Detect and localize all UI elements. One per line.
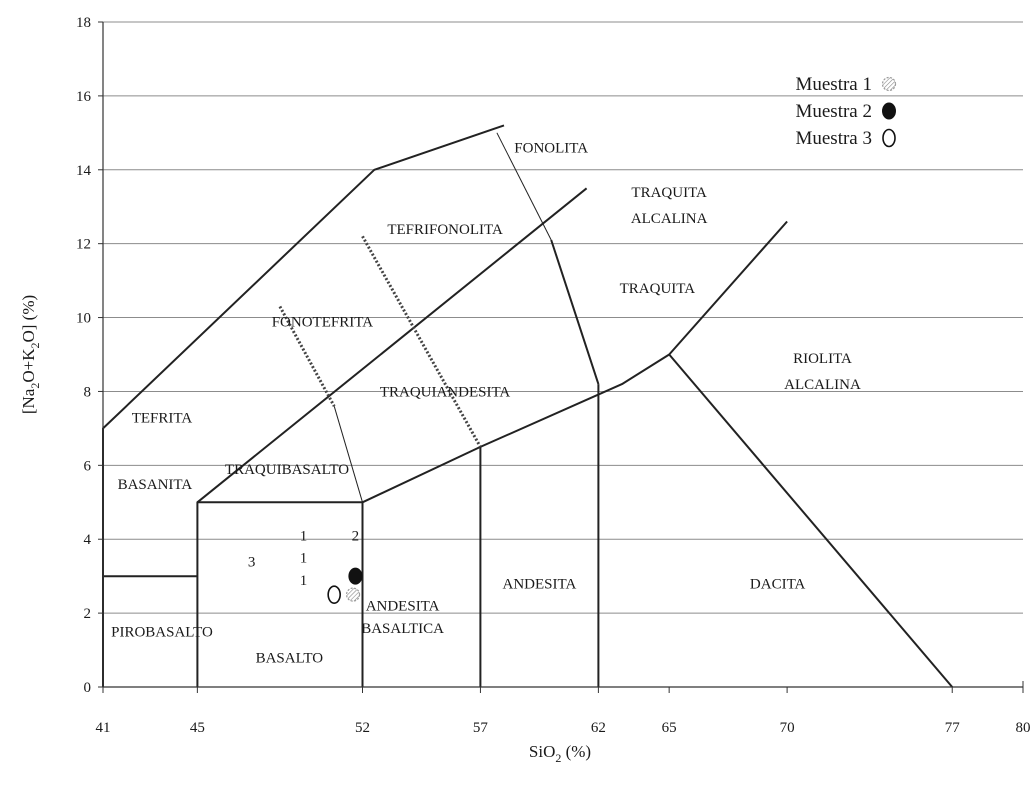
field-label: 1 xyxy=(300,551,308,567)
x-tick-label: 52 xyxy=(355,720,370,736)
legend-marker xyxy=(882,128,896,148)
y-tick-label: 0 xyxy=(84,680,92,696)
y-gridlines xyxy=(103,21,1023,614)
x-axis-label: SiO2 (%) xyxy=(529,742,591,765)
data-points xyxy=(327,567,363,604)
field-label: BASANITA xyxy=(118,477,193,493)
field-boundary-thick xyxy=(102,124,505,687)
field-label: TEFRIFONOLITA xyxy=(387,222,503,238)
x-tick-label: 62 xyxy=(591,720,606,736)
y-tick-label: 8 xyxy=(84,384,92,400)
field-boundary-thick xyxy=(196,187,588,504)
data-point-muestra-1 xyxy=(345,587,361,602)
legend-label: Muestra 2 xyxy=(795,101,872,122)
field-label: FONOLITA xyxy=(514,141,588,157)
field-label: DACITA xyxy=(750,577,806,593)
y-tick-label: 10 xyxy=(76,311,91,327)
y-tick-label: 14 xyxy=(76,163,92,179)
axes xyxy=(98,21,1024,693)
x-tick-label: 45 xyxy=(190,720,205,736)
legend: Muestra 1 Muestra 2 Muestra 3 xyxy=(795,74,897,149)
field-label: TRAQUITA xyxy=(631,185,707,201)
legend-label: Muestra 3 xyxy=(795,128,872,149)
field-label: ALCALINA xyxy=(784,377,861,393)
field-boundary-thick xyxy=(668,353,953,688)
field-label: ALCALINA xyxy=(631,211,708,227)
field-label: ANDESITA xyxy=(503,577,577,593)
y-tick-label: 16 xyxy=(76,89,92,105)
legend-marker xyxy=(882,102,896,120)
field-boundary-thick xyxy=(196,501,364,687)
x-tick-label: 57 xyxy=(473,720,489,736)
field-label: TRAQUITA xyxy=(620,281,696,297)
data-point-muestra-2 xyxy=(348,567,363,585)
field-label: FONOTEFRITA xyxy=(272,314,373,330)
field-label: PIROBASALTO xyxy=(111,625,213,641)
field-boundary-dotted xyxy=(361,235,482,448)
y-axis-label: [Na2O+K2O] (%) xyxy=(19,295,42,414)
field-label: RIOLITA xyxy=(793,351,852,367)
field-boundary-dotted xyxy=(278,305,336,407)
field-label: BASALTO xyxy=(256,650,324,666)
x-tick-label: 70 xyxy=(780,720,795,736)
field-label: TRAQUIANDESITA xyxy=(380,384,511,400)
field-label: 3 xyxy=(248,554,256,570)
x-tick-label: 77 xyxy=(945,720,961,736)
y-tick-label: 12 xyxy=(76,237,91,253)
x-tick-label: 65 xyxy=(662,720,677,736)
field-label: TEFRITA xyxy=(132,410,193,426)
field-boundaries xyxy=(102,124,953,688)
field-boundary-thin xyxy=(333,406,363,503)
field-boundary-thin xyxy=(496,132,552,241)
data-point-muestra-3 xyxy=(327,585,341,604)
x-tick-labels: 41 45 52 57 62 65 70 77 80 xyxy=(96,720,1031,736)
y-tick-label: 2 xyxy=(84,606,92,622)
y-tick-label: 18 xyxy=(76,15,91,31)
field-label: 2 xyxy=(352,529,360,545)
legend-marker xyxy=(881,76,897,92)
y-tick-labels: 0 2 4 6 8 10 12 14 16 18 xyxy=(76,15,92,696)
field-label: 1 xyxy=(300,573,308,589)
x-tick-label: 80 xyxy=(1016,720,1031,736)
field-label: BASALTICA xyxy=(361,621,444,637)
field-label: 1 xyxy=(300,529,308,545)
field-label: TRAQUIBASALTO xyxy=(225,462,349,478)
legend-label: Muestra 1 xyxy=(795,74,872,95)
field-boundary-thick xyxy=(550,239,600,385)
field-label: ANDESITA xyxy=(366,599,440,615)
field-labels: FONOLITA TRAQUITA ALCALINA TEFRIFONOLITA TRA… xyxy=(111,141,861,667)
y-tick-label: 4 xyxy=(84,532,92,548)
x-tick-label: 41 xyxy=(96,720,111,736)
y-tick-label: 6 xyxy=(84,458,92,474)
field-boundary-thick xyxy=(362,220,788,504)
